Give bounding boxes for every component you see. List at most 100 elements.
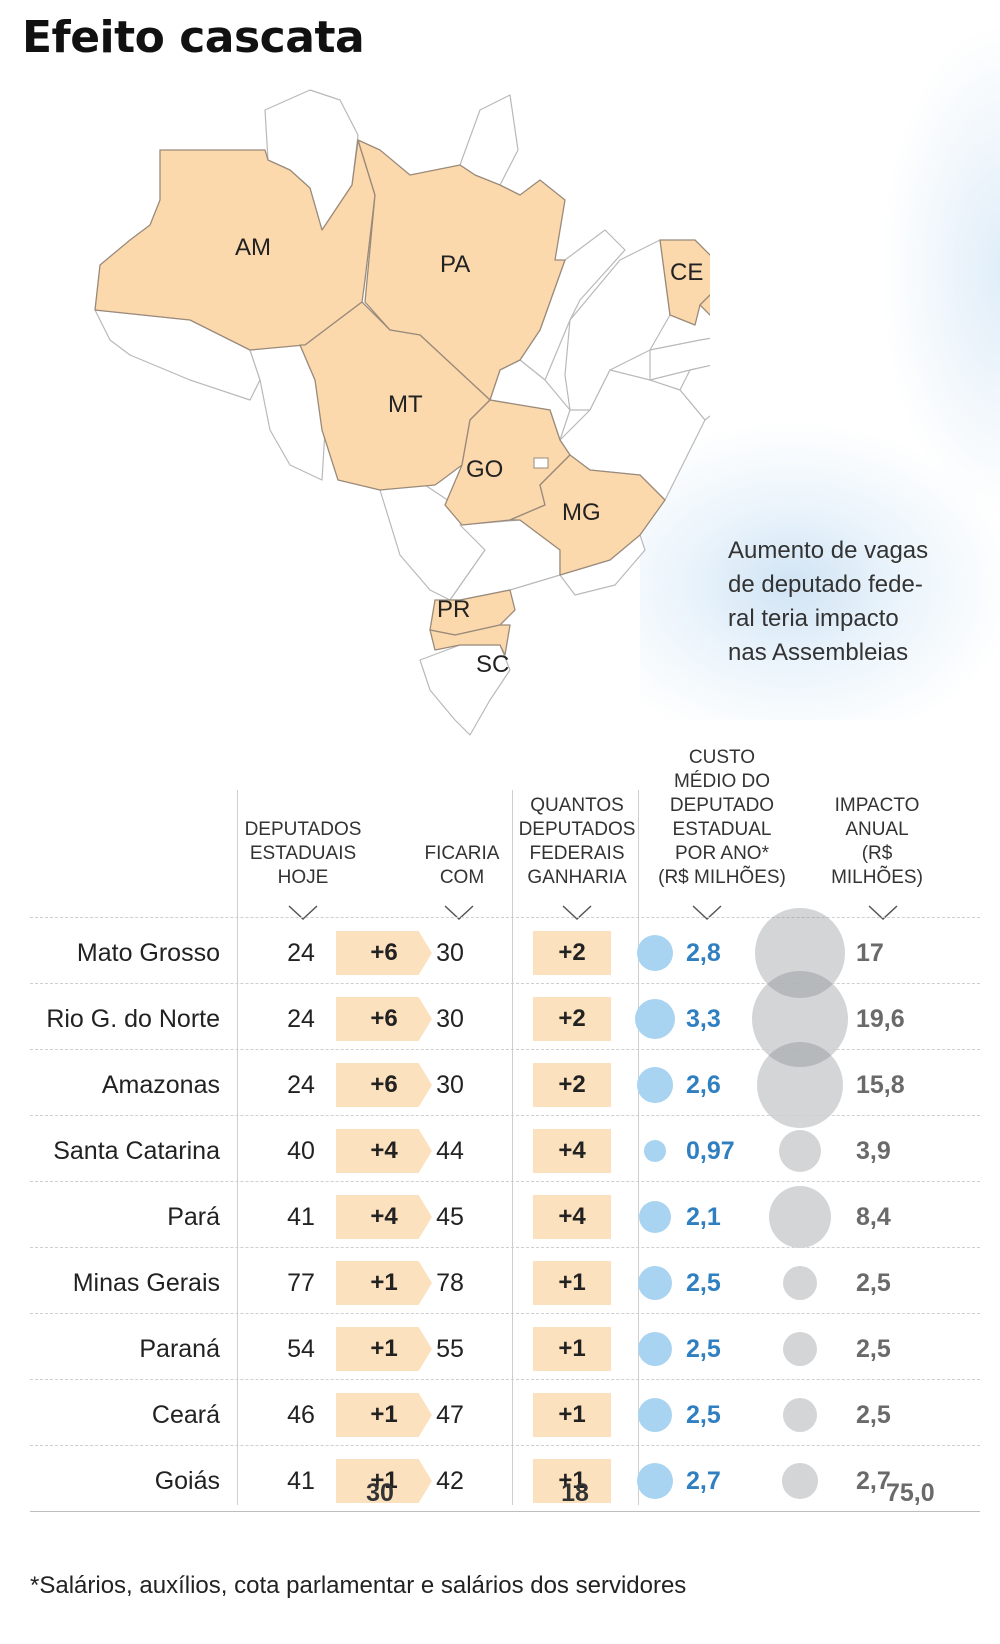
row-today: 54 bbox=[287, 1335, 315, 1363]
row-divider bbox=[30, 1247, 980, 1248]
row-would-be: 47 bbox=[436, 1401, 464, 1429]
row-state: Goiás bbox=[154, 1467, 220, 1495]
map-state-sc bbox=[429, 624, 511, 656]
row-increase: +6 bbox=[336, 997, 432, 1041]
row-divider bbox=[30, 1511, 980, 1512]
column-divider bbox=[512, 790, 513, 1505]
chevron-down-icon bbox=[288, 905, 318, 921]
row-divider bbox=[30, 1313, 980, 1314]
row-would-be: 30 bbox=[436, 1005, 464, 1033]
brazil-map: AM PA CE RN MT GO MG PR SC bbox=[94, 89, 710, 736]
map-label-mg: MG bbox=[562, 499, 601, 526]
map-state-mg bbox=[509, 454, 666, 576]
row-today: 24 bbox=[287, 939, 315, 967]
map-label-pa: PA bbox=[440, 251, 470, 278]
row-impact: 8,4 bbox=[856, 1203, 891, 1231]
cost-dot bbox=[639, 1201, 671, 1233]
impact-bubble bbox=[782, 1331, 818, 1367]
map-label-sc: SC bbox=[476, 651, 509, 678]
row-cost: 2,7 bbox=[686, 1467, 721, 1495]
map-state-pb-al-se bbox=[679, 364, 710, 421]
header-impact: IMPACTO ANUAL (R$ MILHÕES) bbox=[831, 795, 923, 888]
row-would-be: 30 bbox=[436, 939, 464, 967]
cost-dot bbox=[637, 1067, 673, 1103]
row-federal-gain: +4 bbox=[533, 1195, 611, 1239]
row-would-be: 30 bbox=[436, 1071, 464, 1099]
row-today: 77 bbox=[287, 1269, 315, 1297]
row-state: Mato Grosso bbox=[76, 939, 220, 967]
row-today: 41 bbox=[287, 1203, 315, 1231]
map-label-pr: PR bbox=[437, 596, 470, 623]
row-would-be: 44 bbox=[436, 1137, 464, 1165]
row-impact: 2,5 bbox=[856, 1269, 891, 1297]
row-federal-gain: +1 bbox=[533, 1393, 611, 1437]
row-would-be: 55 bbox=[436, 1335, 464, 1363]
row-state: Paraná bbox=[139, 1335, 220, 1363]
total-federal-gain: 18 bbox=[561, 1479, 589, 1507]
header-cost: CUSTO MÉDIO DO DEPUTADO ESTADUAL POR ANO… bbox=[658, 747, 786, 888]
row-increase: +1 bbox=[336, 1393, 432, 1437]
cost-dot bbox=[636, 1462, 674, 1500]
row-cost: 2,5 bbox=[686, 1335, 721, 1363]
row-divider bbox=[30, 1115, 980, 1116]
row-cost: 2,6 bbox=[686, 1071, 721, 1099]
row-today: 24 bbox=[287, 1071, 315, 1099]
row-divider bbox=[30, 983, 980, 984]
table-row: Pará 41 +4 45 +4 2,1 8,4 bbox=[30, 1184, 980, 1250]
impact-bubble bbox=[755, 908, 845, 998]
impact-bubble bbox=[756, 1041, 844, 1129]
row-increase: +1 bbox=[336, 1327, 432, 1371]
row-state: Amazonas bbox=[101, 1071, 220, 1099]
row-would-be: 78 bbox=[436, 1269, 464, 1297]
chevron-down-icon bbox=[868, 905, 898, 921]
row-divider bbox=[30, 917, 980, 918]
column-divider bbox=[638, 790, 639, 1505]
row-state: Minas Gerais bbox=[72, 1269, 220, 1297]
cost-dot bbox=[637, 1331, 673, 1367]
cost-dot bbox=[637, 1397, 673, 1433]
row-impact: 15,8 bbox=[856, 1071, 905, 1099]
header-today: DEPUTADOS ESTADUAIS HOJE bbox=[244, 819, 362, 888]
table-row: Amazonas 24 +6 30 +2 2,6 15,8 bbox=[30, 1041, 980, 1129]
row-impact: 17 bbox=[856, 939, 884, 967]
row-federal-gain: +2 bbox=[533, 1063, 611, 1107]
cost-dot bbox=[637, 1265, 673, 1301]
map-label-ce: CE bbox=[670, 259, 703, 286]
row-federal-gain: +1 bbox=[533, 1459, 611, 1503]
row-federal-gain: +2 bbox=[533, 931, 611, 975]
table-row: Rio G. do Norte 24 +6 30 +2 3,3 19,6 bbox=[30, 971, 980, 1067]
row-impact: 2,5 bbox=[856, 1335, 891, 1363]
row-cost: 2,1 bbox=[686, 1203, 721, 1231]
row-cost: 0,97 bbox=[686, 1137, 735, 1165]
row-divider bbox=[30, 1049, 980, 1050]
row-federal-gain: +2 bbox=[533, 997, 611, 1041]
map-note: Aumento de vagas de deputado fede- ral t… bbox=[728, 537, 929, 666]
row-cost: 2,5 bbox=[686, 1269, 721, 1297]
map-state-mt bbox=[299, 301, 491, 491]
map-state-pi bbox=[564, 239, 671, 411]
row-increase: +4 bbox=[336, 1129, 432, 1173]
header-would-be: FICARIA COM bbox=[424, 843, 500, 888]
row-federal-gain: +4 bbox=[533, 1129, 611, 1173]
row-cost: 2,8 bbox=[686, 939, 721, 967]
row-federal-gain: +1 bbox=[533, 1261, 611, 1305]
row-impact: 3,9 bbox=[856, 1137, 891, 1165]
chevron-down-icon bbox=[692, 905, 722, 921]
row-impact: 2,5 bbox=[856, 1401, 891, 1429]
impact-bubble bbox=[782, 1463, 818, 1499]
background-glow bbox=[640, 420, 1000, 720]
page-title: Efeito cascata bbox=[22, 12, 365, 63]
cost-dot bbox=[636, 934, 674, 972]
row-state: Rio G. do Norte bbox=[46, 1005, 220, 1033]
cost-dot bbox=[635, 999, 675, 1039]
header-federal-gain: QUANTOS DEPUTADOS FEDERAIS GANHARIA bbox=[518, 795, 636, 888]
row-impact: 2,7 bbox=[856, 1467, 891, 1495]
map-label-go: GO bbox=[466, 456, 503, 483]
table-row: Paraná 54 +1 55 +1 2,5 2,5 bbox=[30, 1316, 980, 1382]
table-row: Santa Catarina 40 +4 44 +4 0,97 3,9 bbox=[30, 1118, 980, 1184]
row-today: 46 bbox=[287, 1401, 315, 1429]
impact-bubble bbox=[782, 1397, 818, 1433]
row-increase: +6 bbox=[336, 931, 432, 975]
row-today: 24 bbox=[287, 1005, 315, 1033]
table-row: Goiás 41 +1 42 +1 2,7 2,7 bbox=[30, 1448, 980, 1514]
